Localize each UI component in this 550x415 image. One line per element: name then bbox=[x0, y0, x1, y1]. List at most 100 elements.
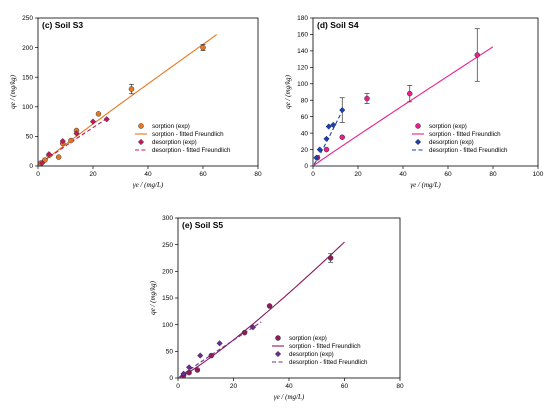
y-axis-label: qe / (mg/kg) bbox=[149, 280, 157, 314]
x-tick-label: 80 bbox=[254, 171, 262, 178]
x-tick-label: 20 bbox=[354, 171, 362, 178]
y-tick-label: 50 bbox=[166, 349, 174, 356]
x-tick-label: 0 bbox=[311, 171, 315, 178]
y-tick-label: 180 bbox=[297, 15, 308, 22]
desorption-point bbox=[103, 116, 110, 123]
sorption-point bbox=[200, 44, 206, 51]
x-tick-label: 100 bbox=[533, 171, 544, 178]
y-tick-label: 150 bbox=[162, 295, 173, 302]
desorption-point bbox=[249, 324, 257, 331]
legend-label: sorption (exp) bbox=[429, 123, 467, 130]
desorption-point bbox=[73, 130, 80, 137]
y-axis-label: qe / (mg/kg) bbox=[9, 74, 17, 108]
desorption-point bbox=[323, 135, 330, 142]
desorption-point bbox=[325, 123, 332, 130]
y-tick-label: 150 bbox=[22, 74, 33, 81]
y-tick-label: 160 bbox=[297, 32, 308, 39]
y-tick-label: 40 bbox=[301, 130, 309, 137]
desorption-point bbox=[339, 107, 346, 114]
chart-panel-2: 0 20 40 60 80 100 0 20 40 60 80 100 120 140 160 180 γe /… bbox=[284, 15, 544, 189]
y-axis-label: qe / (mg/kg) bbox=[284, 74, 292, 108]
y-tick-label: 250 bbox=[162, 242, 173, 249]
sorption-point bbox=[128, 86, 135, 92]
y-tick-label: 0 bbox=[169, 375, 173, 382]
y-tick-label: 80 bbox=[301, 97, 309, 104]
y-tick-label: 100 bbox=[22, 104, 33, 111]
legend-label: sorption - fitted Freundlich bbox=[152, 131, 224, 138]
legend-sorption-marker bbox=[275, 335, 281, 341]
y-tick-label: 0 bbox=[29, 163, 33, 170]
sorption-point bbox=[266, 303, 273, 309]
sorption-fitted-freundlich-line bbox=[179, 241, 345, 378]
legend: sorption (exp)sorption - fitted Freundli… bbox=[135, 123, 231, 154]
x-tick-label: 40 bbox=[285, 383, 293, 390]
plot-area bbox=[179, 241, 345, 378]
x-axis-label: γe / (mg/L) bbox=[274, 393, 305, 401]
desorption-point bbox=[89, 118, 97, 125]
y-tick-label: 100 bbox=[162, 322, 173, 329]
x-tick-label: 80 bbox=[489, 171, 497, 178]
y-tick-label: 300 bbox=[162, 215, 173, 222]
legend-desorption-marker bbox=[414, 138, 422, 146]
legend-label: sorption - fitted Freundlich bbox=[429, 131, 501, 138]
x-tick-label: 20 bbox=[89, 171, 97, 178]
panel-title: (d) Soil S4 bbox=[317, 20, 359, 30]
y-tick-label: 200 bbox=[22, 45, 33, 52]
legend-sorption-marker bbox=[138, 123, 144, 129]
x-tick-label: 40 bbox=[399, 171, 407, 178]
sorption-point bbox=[327, 255, 334, 261]
sorption-point bbox=[186, 369, 192, 376]
desorption-point bbox=[59, 138, 66, 145]
x-tick-label: 0 bbox=[176, 383, 180, 390]
x-tick-label: 60 bbox=[341, 383, 349, 390]
desorption-fitted-freundlich-line bbox=[179, 321, 262, 378]
desorption-point bbox=[180, 370, 187, 377]
y-tick-label: 120 bbox=[297, 65, 308, 72]
legend: sorption (exp)sorption - fitted Freundli… bbox=[272, 335, 368, 366]
plot-area bbox=[313, 28, 494, 166]
x-tick-label: 20 bbox=[230, 383, 238, 390]
sorption-point bbox=[339, 134, 345, 140]
x-tick-label: 60 bbox=[444, 171, 452, 178]
x-tick-label: 40 bbox=[144, 171, 152, 178]
legend-label: sorption - fitted Freundlich bbox=[289, 343, 361, 350]
desorption-point bbox=[186, 364, 193, 371]
sorption-point bbox=[68, 137, 74, 144]
sorption-point bbox=[208, 352, 215, 359]
desorption-point bbox=[39, 159, 46, 166]
sorption-point bbox=[194, 367, 201, 373]
sorption-point bbox=[241, 329, 248, 336]
legend-label: desorption (exp) bbox=[429, 139, 474, 146]
legend-desorption-marker bbox=[274, 350, 282, 358]
legend-label: desorption - fitted Freundlich bbox=[289, 359, 368, 366]
sorption-point bbox=[407, 90, 413, 97]
sorption-point bbox=[474, 52, 480, 58]
panel-title: (e) Soil S5 bbox=[182, 220, 223, 230]
legend-label: sorption (exp) bbox=[152, 123, 190, 130]
chart-panel-3: 0 20 40 60 80 0 50 100 150 200 250 300 γe / (mg/L) qe… bbox=[149, 215, 404, 401]
sorption-point bbox=[55, 154, 62, 160]
chart-panel-1: 0 20 40 60 80 0 50 100 150 200 250 γe / (mg/L) qe / … bbox=[9, 15, 262, 189]
y-tick-label: 20 bbox=[301, 147, 309, 154]
sorption-point bbox=[364, 95, 370, 102]
legend-label: desorption (exp) bbox=[289, 351, 334, 358]
legend: sorption (exp)sorption - fitted Freundli… bbox=[412, 123, 508, 154]
y-tick-label: 200 bbox=[162, 269, 173, 276]
x-tick-label: 0 bbox=[36, 171, 40, 178]
desorption-point bbox=[45, 151, 53, 158]
legend-label: desorption (exp) bbox=[152, 139, 197, 146]
legend-desorption-marker bbox=[137, 138, 145, 146]
panel-title: (c) Soil S3 bbox=[42, 20, 83, 30]
y-tick-label: 50 bbox=[26, 134, 34, 141]
x-tick-label: 60 bbox=[199, 171, 207, 178]
legend-label: desorption - fitted Freundlich bbox=[152, 147, 231, 154]
y-tick-label: 250 bbox=[22, 15, 33, 22]
sorption-point bbox=[95, 111, 102, 117]
y-tick-label: 0 bbox=[304, 163, 308, 170]
x-axis-label: γe / (mg/L) bbox=[133, 181, 164, 189]
legend-label: sorption (exp) bbox=[289, 335, 327, 342]
plot-frame bbox=[37, 17, 259, 167]
y-tick-label: 140 bbox=[297, 48, 308, 55]
desorption-point bbox=[197, 352, 204, 359]
